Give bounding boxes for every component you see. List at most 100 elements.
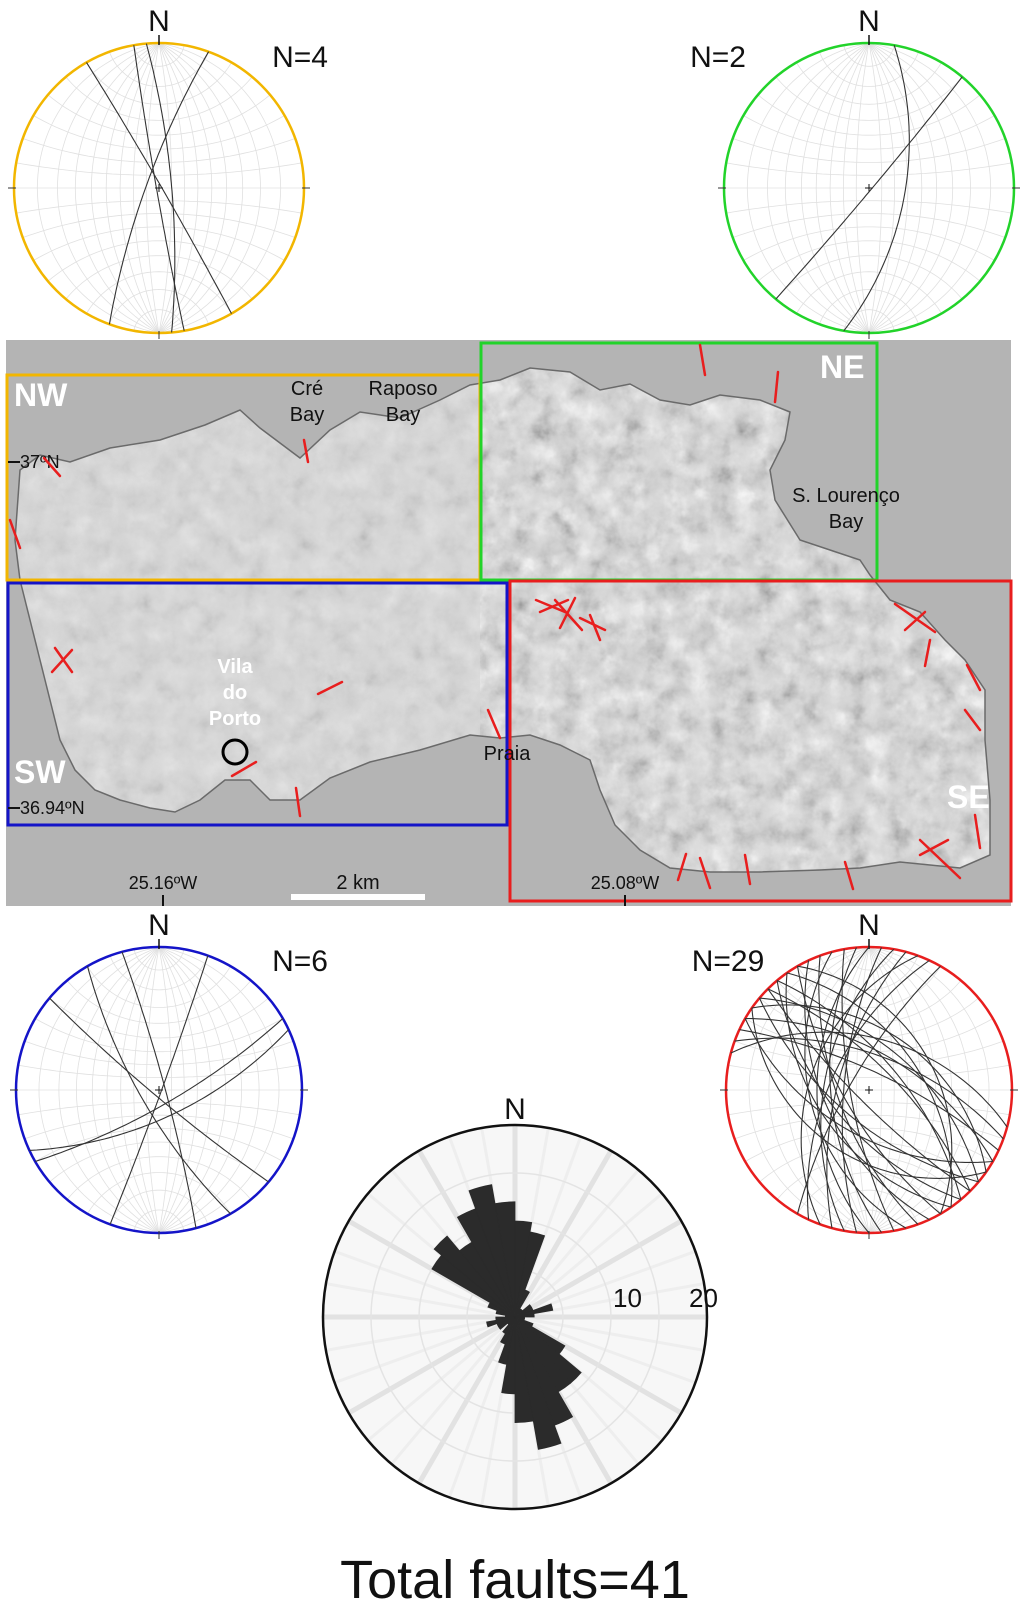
place-cre-line1: Cré (291, 378, 323, 400)
great-circle (751, 1004, 987, 1173)
great-circle (751, 1007, 987, 1179)
fault-trace (698, 856, 712, 890)
great-circle (816, 946, 870, 1234)
total-faults-label: Total faults=41 (340, 1550, 690, 1607)
rose-petal (514, 1313, 535, 1318)
stereonet-grid (724, 42, 1014, 334)
great-circle (843, 45, 910, 332)
great-circles (775, 45, 963, 332)
great-circle (804, 960, 930, 1221)
fault-trace (534, 598, 567, 614)
region-label-sw: SW (14, 754, 66, 790)
great-circle (759, 997, 980, 1183)
place-vila-line2: do (223, 682, 247, 704)
great-circle (121, 951, 197, 1229)
fault-trace (8, 518, 22, 550)
place-lourenco-line2: Bay (829, 511, 863, 533)
stereonet-north-label: N (148, 5, 170, 38)
great-circle (776, 980, 962, 1201)
rose-north-label: N (504, 1093, 526, 1126)
fault-trace (918, 838, 962, 880)
great-circle (841, 947, 882, 1233)
fault-trace (294, 786, 302, 818)
lon-tick-25-16: 25.16ºW (129, 873, 198, 893)
great-circle (767, 988, 971, 1192)
great-circle (86, 62, 232, 314)
great-circle (800, 955, 919, 1225)
fault-trace (698, 343, 707, 377)
great-circle (829, 947, 882, 1233)
fault-trace (773, 370, 780, 404)
great-circle (785, 972, 952, 1208)
fault-trace (50, 648, 74, 674)
great-circle (806, 959, 930, 1220)
stereonet-north-label: N (858, 5, 880, 38)
lat-tick-36-94: 36.94ºN (20, 798, 85, 818)
great-circle (775, 76, 963, 300)
great-circle (145, 43, 176, 333)
place-vila-line3: Porto (209, 708, 261, 730)
coordinate-labels: 37ºN 36.94ºN 25.16ºW 25.08ºW (8, 452, 659, 906)
fault-trace (903, 610, 927, 632)
rose-petal (494, 1201, 516, 1318)
stereonet-north-label: N (148, 909, 170, 942)
great-circle (826, 951, 907, 1229)
scale-bar-label: 2 km (336, 872, 379, 894)
great-circles (29, 951, 290, 1229)
place-vila-line1: Vila (217, 656, 253, 678)
fault-trace (843, 860, 855, 891)
rose-petal (514, 1303, 554, 1318)
fault-trace (553, 598, 584, 632)
great-circle (818, 955, 919, 1225)
stereonet-ne: N N=2 (690, 5, 1020, 339)
fault-trace (230, 760, 258, 778)
fault-trace (973, 813, 982, 850)
place-labels: Cré Bay Raposo Bay S. Lourenço Bay Praia (290, 378, 900, 765)
great-circle (109, 955, 209, 1225)
stereonet-count-label: N=29 (692, 945, 765, 978)
place-cre-line2: Bay (290, 404, 324, 426)
place-praia: Praia (484, 743, 532, 765)
region-labels: NW NE SW SE (14, 349, 990, 815)
great-circle (108, 51, 210, 325)
fault-trace (923, 638, 932, 668)
region-label-ne: NE (820, 349, 864, 385)
stereonet-se: N N=29 (692, 909, 1018, 1239)
fault-trace (588, 613, 602, 642)
stereonet-nw: N N=4 (8, 5, 328, 339)
fault-trace (963, 708, 982, 732)
great-circle (841, 949, 895, 1232)
fault-trace (316, 680, 344, 696)
great-circle (767, 988, 971, 1192)
island-coastline (14, 367, 991, 873)
great-circle (759, 997, 979, 1183)
region-box-se (508, 579, 1013, 903)
rose-ring-label-10: 10 (613, 1283, 642, 1313)
vila-do-porto-label: Vila do Porto (209, 656, 261, 730)
great-circle (739, 1029, 999, 1151)
rose-ring-label-20: 20 (689, 1283, 718, 1313)
place-raposo-line1: Raposo (369, 378, 438, 400)
great-circle (745, 1017, 994, 1162)
great-circle (86, 966, 231, 1215)
great-circle (744, 1018, 993, 1163)
great-circle (796, 965, 941, 1214)
stereonet-sw: N N=6 (10, 909, 328, 1239)
place-lourenco-line1: S. Lourenço (792, 485, 900, 507)
great-circle (133, 45, 185, 331)
great-circle (734, 1037, 1004, 1140)
fault-trace (676, 852, 688, 882)
great-circle (776, 980, 962, 1200)
region-label-se: SE (947, 779, 990, 815)
lat-tick-37: 37ºN (20, 452, 60, 472)
great-circle (49, 997, 269, 1183)
fault-traces (8, 343, 982, 891)
rose-petal (495, 1316, 516, 1321)
great-circle (29, 1029, 290, 1151)
rose-petal (486, 1316, 516, 1328)
stereonet-count-label: N=6 (272, 945, 328, 978)
fault-trace (893, 602, 937, 634)
great-circle (35, 1018, 284, 1163)
great-circle (820, 948, 895, 1232)
rose-petal (468, 1184, 516, 1318)
